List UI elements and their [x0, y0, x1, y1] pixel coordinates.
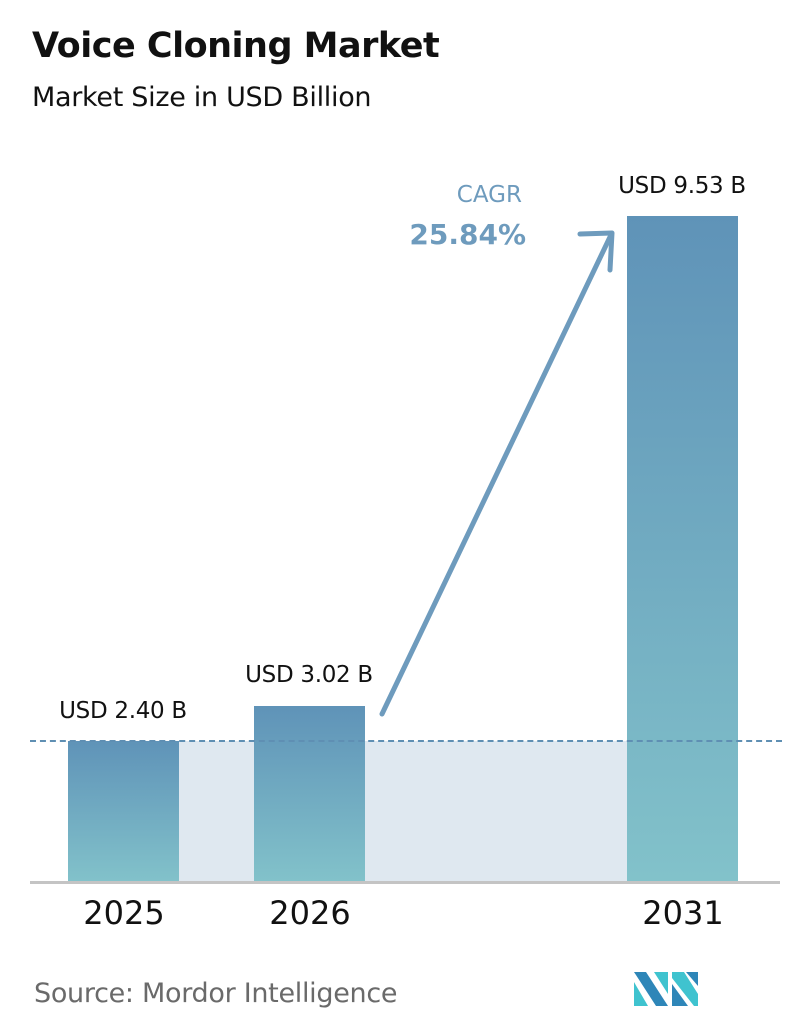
bar-2031: [627, 216, 738, 882]
mordor-intelligence-logo-icon: [634, 972, 698, 1006]
source-text: Source: Mordor Intelligence: [34, 978, 398, 1009]
x-tick-2026: 2026: [269, 894, 351, 932]
cagr-label: CAGR: [456, 182, 522, 208]
x-tick-2031: 2031: [642, 894, 724, 932]
value-label-2031: USD 9.53 B: [618, 173, 746, 199]
cagr-value: 25.84%: [409, 218, 526, 251]
x-axis-line: [30, 881, 780, 884]
chart-title: Voice Cloning Market: [32, 26, 440, 66]
reference-band: [179, 741, 627, 882]
value-label-2025: USD 2.40 B: [59, 698, 187, 724]
bar-2026: [254, 706, 365, 882]
value-label-2026: USD 3.02 B: [245, 662, 373, 688]
bar-2025: [68, 741, 179, 882]
x-tick-2025: 2025: [83, 894, 165, 932]
reference-dashed-line: [30, 740, 782, 742]
chart-subtitle: Market Size in USD Billion: [32, 82, 372, 113]
